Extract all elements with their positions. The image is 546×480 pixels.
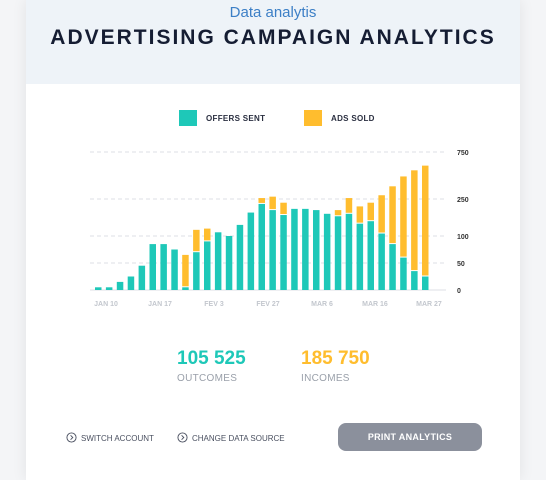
bar-ads-sold xyxy=(204,228,211,241)
bar-ads-sold xyxy=(378,195,385,233)
bar-offers-sent xyxy=(127,276,135,290)
bar-ads-sold xyxy=(269,196,276,210)
y-tick-label: 0 xyxy=(457,288,461,295)
y-tick-label: 50 xyxy=(457,261,465,268)
bar-ads-sold xyxy=(411,170,418,271)
bar-offers-sent xyxy=(171,249,178,290)
bar-offers-sent xyxy=(236,224,244,290)
bar-ads-sold xyxy=(400,176,407,257)
bar-ads-sold xyxy=(422,165,429,276)
incomes-value: 185 750 xyxy=(301,348,370,369)
bar-offers-sent xyxy=(258,203,265,290)
bar-offers-sent xyxy=(313,210,320,290)
analytics-card: Data analytis ADVERTISING CAMPAIGN ANALY… xyxy=(26,0,520,480)
bar-ads-sold xyxy=(367,202,374,221)
bar-offers-sent xyxy=(247,212,255,290)
bar-offers-sent xyxy=(345,213,353,290)
bar-ads-sold xyxy=(389,186,396,244)
bar-offers-sent xyxy=(291,208,298,290)
incomes-label: INCOMES xyxy=(301,373,350,384)
y-tick-label: 100 xyxy=(457,234,469,241)
bar-offers-sent xyxy=(378,233,385,290)
bar-offers-sent xyxy=(334,216,342,290)
x-tick-label: FEV 27 xyxy=(256,301,279,308)
bar-offers-sent xyxy=(280,215,287,290)
bar-offers-sent xyxy=(400,257,407,290)
bar-offers-sent xyxy=(323,213,331,290)
outcomes-label: OUTCOMES xyxy=(177,373,238,384)
x-tick-label: MAR 16 xyxy=(362,301,388,308)
bar-ads-sold xyxy=(345,198,353,213)
bar-offers-sent xyxy=(411,271,418,290)
chevron-right-circle-icon xyxy=(177,432,188,443)
bar-offers-sent xyxy=(389,244,396,290)
legend-label-ads: ADS SOLD xyxy=(331,114,375,123)
bar-offers-sent xyxy=(105,287,113,290)
print-analytics-button[interactable]: PRINT ANALYTICS xyxy=(338,423,482,451)
switch-account-label: SWITCH ACCOUNT xyxy=(81,434,154,443)
page-title: ADVERTISING CAMPAIGN ANALYTICS xyxy=(50,26,496,49)
x-tick-label: JAN 10 xyxy=(94,301,118,308)
bar-offers-sent xyxy=(422,276,429,290)
bar-offers-sent xyxy=(95,287,102,290)
legend-label-offers: OFFERS SENT xyxy=(206,114,266,123)
bar-offers-sent xyxy=(269,210,276,290)
bar-offers-sent xyxy=(204,241,211,290)
x-tick-label: FEV 3 xyxy=(204,301,224,308)
x-tick-label: JAN 17 xyxy=(148,301,172,308)
bar-ads-sold xyxy=(280,202,287,215)
legend-swatch-offers xyxy=(179,110,197,126)
legend-swatch-ads xyxy=(304,110,322,126)
bar-offers-sent xyxy=(149,244,156,290)
change-data-source-label: CHANGE DATA SOURCE xyxy=(192,434,285,443)
bar-offers-sent xyxy=(214,232,222,290)
chevron-right-circle-icon xyxy=(66,432,77,443)
bar-ads-sold xyxy=(193,229,200,252)
bar-offers-sent xyxy=(356,223,364,290)
bar-offers-sent xyxy=(367,221,374,290)
bar-offers-sent xyxy=(116,281,124,290)
stacked-bar-chart: 750 250 100 50 0 JAN 10 JAN 17 FEV 3 FEV 27 MAR 6… xyxy=(90,150,469,308)
bar-ads-sold xyxy=(182,254,189,287)
card-header: Data analytis ADVERTISING CAMPAIGN ANALY… xyxy=(26,0,520,84)
x-tick-label: MAR 6 xyxy=(311,301,333,308)
header-subtitle: Data analytis xyxy=(229,4,317,21)
bar-offers-sent xyxy=(302,208,309,290)
bar-offers-sent xyxy=(225,236,233,290)
bar-ads-sold xyxy=(334,210,342,216)
bar-offers-sent xyxy=(182,287,189,290)
bar-offers-sent xyxy=(160,244,167,290)
bar-ads-sold xyxy=(258,198,265,203)
bar-offers-sent xyxy=(138,265,146,290)
y-tick-label: 750 xyxy=(457,150,469,157)
bar-offers-sent xyxy=(193,252,200,290)
x-tick-label: MAR 27 xyxy=(416,301,442,308)
y-tick-label: 250 xyxy=(457,197,469,204)
outcomes-value: 105 525 xyxy=(177,348,246,369)
bar-ads-sold xyxy=(356,206,364,223)
